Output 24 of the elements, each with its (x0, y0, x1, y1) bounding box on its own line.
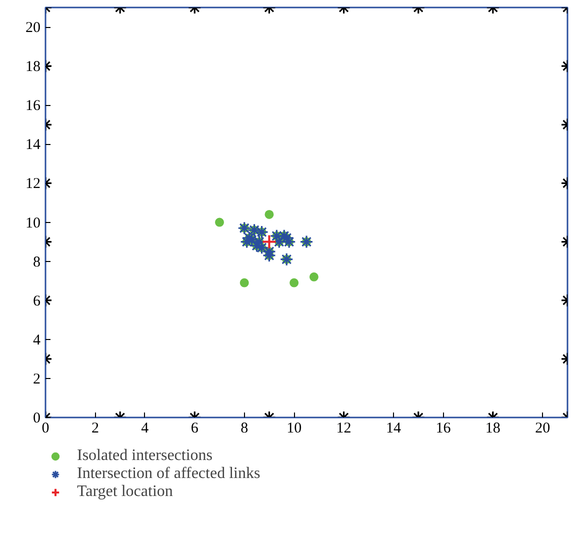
y-tick-label: 16 (26, 98, 41, 114)
x-tick-label: 16 (436, 420, 452, 436)
y-tick-label: 14 (26, 137, 41, 154)
legend-label: Target location (77, 483, 173, 501)
x-tick-label: 20 (535, 420, 550, 436)
y-tick-label: 20 (26, 20, 40, 36)
x-tick-label: 12 (336, 420, 352, 436)
y-tick-label: 4 (33, 332, 41, 348)
y-tick-label: 18 (26, 59, 40, 76)
y-tick-label: 2 (33, 371, 40, 388)
legend-label: Intersection of affected links (77, 465, 260, 483)
x-tick-label: 18 (485, 420, 500, 436)
x-tick-label: 6 (190, 420, 199, 436)
y-tick-label: 8 (33, 254, 40, 270)
x-tick-label: 14 (386, 420, 402, 436)
legend-label: Isolated intersections (77, 447, 213, 465)
y-tick-label: 10 (26, 215, 40, 232)
x-tick-label: 10 (286, 420, 302, 436)
x-tick-label: 2 (91, 420, 99, 436)
y-tick-label: 0 (33, 410, 40, 426)
y-tick-label: 6 (33, 293, 41, 310)
x-tick-label: 4 (141, 420, 150, 436)
x-tick-label: 8 (240, 420, 248, 436)
y-tick-label: 12 (26, 176, 40, 192)
